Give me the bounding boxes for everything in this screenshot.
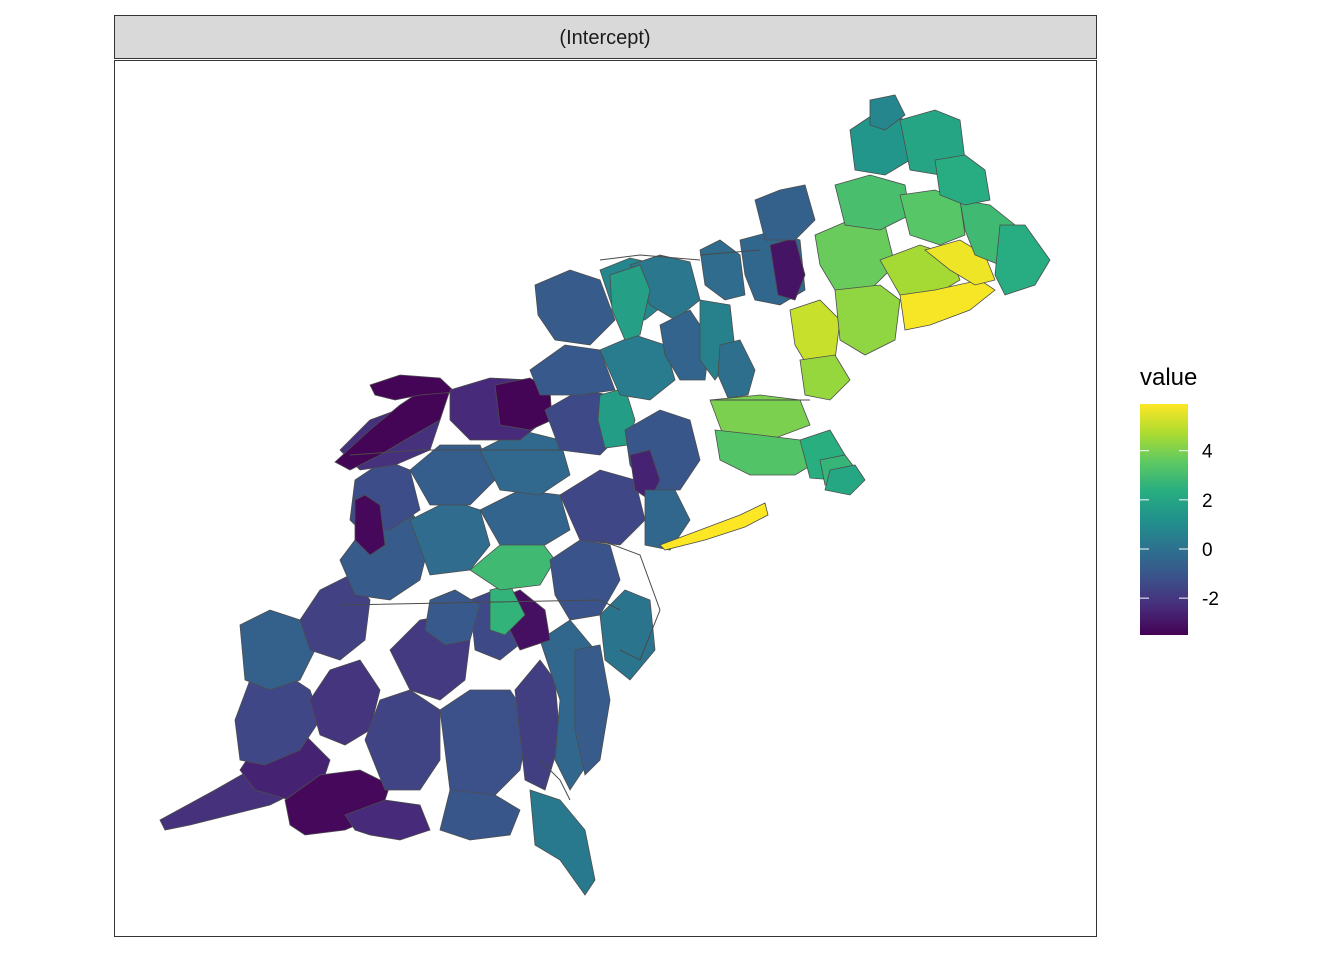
watershed-region bbox=[439, 789, 521, 841]
watershed-region bbox=[234, 669, 321, 766]
watershed-region bbox=[934, 154, 991, 206]
watershed-region bbox=[529, 789, 596, 896]
watershed-region bbox=[899, 189, 966, 246]
watershed-region bbox=[309, 659, 381, 746]
colorbar bbox=[1140, 404, 1188, 635]
watershed-region bbox=[644, 489, 691, 551]
state-boundary-line bbox=[339, 599, 621, 611]
watershed-region bbox=[534, 269, 616, 346]
watershed-region bbox=[364, 689, 441, 791]
legend-ticks: 4 2 0 -2 bbox=[1140, 442, 1219, 610]
watershed-region bbox=[899, 279, 996, 331]
state-boundary-line bbox=[699, 249, 761, 256]
watershed-region bbox=[424, 589, 481, 646]
watershed-region bbox=[994, 224, 1051, 296]
state-boundary-line bbox=[349, 449, 560, 456]
state-boundaries bbox=[339, 249, 810, 801]
watershed-region bbox=[659, 502, 769, 551]
legend: value 4 2 0 -2 bbox=[1140, 364, 1219, 635]
watershed-region bbox=[354, 494, 386, 556]
watershed-region bbox=[609, 264, 651, 341]
watershed-region bbox=[574, 644, 611, 776]
state-boundary-line bbox=[599, 254, 701, 261]
facet-strip: (Intercept) bbox=[114, 15, 1097, 59]
map-regions bbox=[159, 94, 1051, 896]
watershed-region bbox=[754, 184, 816, 241]
facet-strip-background bbox=[114, 15, 1097, 59]
legend-tick-label: -2 bbox=[1202, 589, 1219, 610]
watershed-region bbox=[369, 374, 456, 401]
state-boundary-line bbox=[599, 539, 661, 661]
watershed-region bbox=[529, 344, 616, 396]
watershed-region bbox=[344, 799, 431, 841]
watershed-region bbox=[299, 574, 371, 661]
watershed-region bbox=[334, 384, 451, 471]
watershed-region bbox=[717, 339, 756, 399]
legend-tick-label: 0 bbox=[1202, 540, 1213, 561]
watershed-region bbox=[834, 284, 901, 356]
watershed-region bbox=[699, 239, 746, 301]
legend-tick-label: 2 bbox=[1202, 491, 1213, 512]
legend-tick-label: 4 bbox=[1202, 442, 1213, 463]
watershed-region bbox=[799, 354, 851, 401]
watershed-region bbox=[869, 94, 906, 131]
legend-title: value bbox=[1140, 364, 1197, 391]
watershed-region bbox=[824, 464, 866, 496]
facet-strip-label: (Intercept) bbox=[559, 27, 650, 49]
state-boundary-line bbox=[539, 759, 571, 801]
watershed-region bbox=[659, 309, 711, 381]
